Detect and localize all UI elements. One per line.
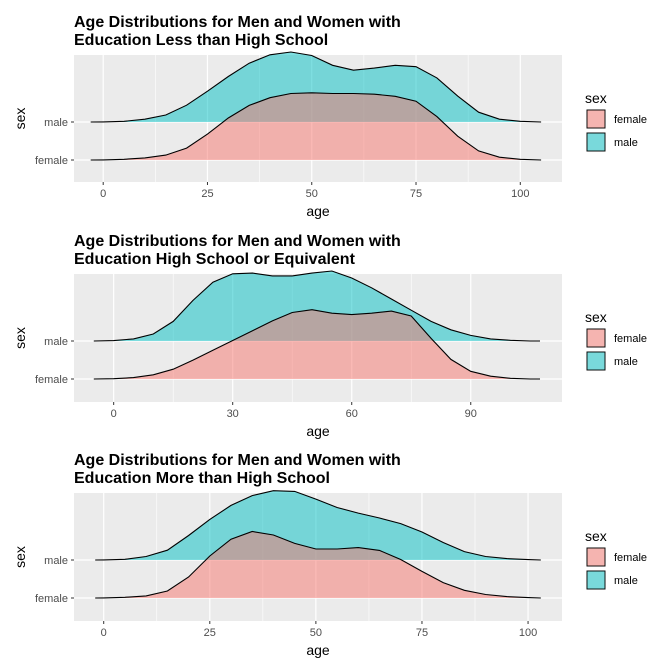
y-tick-label: female xyxy=(35,593,68,605)
legend-swatch-male xyxy=(586,132,606,152)
density-area-male xyxy=(90,52,542,122)
chart-title-line: Age Distributions for Men and Women with xyxy=(74,233,401,250)
legend-title: sex xyxy=(585,90,607,106)
chart-panel-2: Age Distributions for Men and Women with… xyxy=(12,233,647,439)
density-line-female xyxy=(90,92,542,161)
density-area-male xyxy=(93,271,531,341)
x-axis-title: age xyxy=(306,203,330,219)
legend-swatch-male xyxy=(586,570,606,590)
density-area-female xyxy=(93,309,531,379)
chart-title-line: Age Distributions for Men and Women with xyxy=(74,452,401,469)
y-tick-label: male xyxy=(44,117,68,129)
y-tick-label: female xyxy=(35,374,68,386)
density-line-female xyxy=(95,530,541,599)
legend: sex female male xyxy=(585,90,647,152)
legend-label-female: female xyxy=(614,114,647,126)
legend-label-female: female xyxy=(614,552,647,564)
x-tick-label: 0 xyxy=(111,408,117,420)
x-tick-label: 75 xyxy=(410,188,422,200)
legend-swatch-female xyxy=(586,109,606,129)
x-tick-label: 50 xyxy=(306,188,318,200)
y-axis-title: sex xyxy=(12,327,28,349)
legend-swatch-female xyxy=(586,328,606,348)
x-tick-label: 100 xyxy=(519,627,537,639)
density-line-male xyxy=(90,51,542,123)
legend-title: sex xyxy=(585,528,607,544)
x-tick-label: 0 xyxy=(101,627,107,639)
chart-panel-3: Age Distributions for Men and Women with… xyxy=(12,452,647,658)
x-tick-label: 25 xyxy=(201,188,213,200)
density-line-male xyxy=(95,490,541,561)
y-tick-label: male xyxy=(44,336,68,348)
y-tick-label: female xyxy=(35,155,68,167)
chart-title-line: Education Less than High School xyxy=(74,32,328,49)
y-tick-label: male xyxy=(44,555,68,567)
chart-panel-1: Age Distributions for Men and Women with… xyxy=(12,14,647,219)
y-axis-title: sex xyxy=(12,546,28,568)
x-tick-label: 100 xyxy=(511,188,529,200)
x-axis-title: age xyxy=(306,642,330,658)
x-tick-label: 60 xyxy=(346,408,358,420)
x-axis-title: age xyxy=(306,423,330,439)
x-tick-label: 75 xyxy=(416,627,428,639)
y-axis-title: sex xyxy=(12,108,28,130)
legend-title: sex xyxy=(585,309,607,325)
chart-title-line: Education More than High School xyxy=(74,470,330,487)
x-tick-label: 50 xyxy=(310,627,322,639)
legend-swatch-male xyxy=(586,351,606,371)
legend: sex female male xyxy=(585,528,647,590)
x-tick-label: 25 xyxy=(204,627,216,639)
density-area-female xyxy=(90,92,542,160)
chart-title-line: Age Distributions for Men and Women with xyxy=(74,14,401,31)
legend-label-male: male xyxy=(614,575,638,587)
legend-label-male: male xyxy=(614,356,638,368)
density-area-male xyxy=(95,490,541,560)
chart-title-line: Education High School or Equivalent xyxy=(74,251,356,268)
legend-swatch-female xyxy=(586,547,606,567)
x-tick-label: 90 xyxy=(465,408,477,420)
x-tick-label: 30 xyxy=(227,408,239,420)
density-area-female xyxy=(95,531,541,598)
legend-label-female: female xyxy=(614,333,647,345)
density-line-female xyxy=(93,309,540,380)
x-tick-label: 0 xyxy=(100,188,106,200)
legend-label-male: male xyxy=(614,137,638,149)
density-line-male xyxy=(93,270,540,342)
legend: sex female male xyxy=(585,309,647,371)
